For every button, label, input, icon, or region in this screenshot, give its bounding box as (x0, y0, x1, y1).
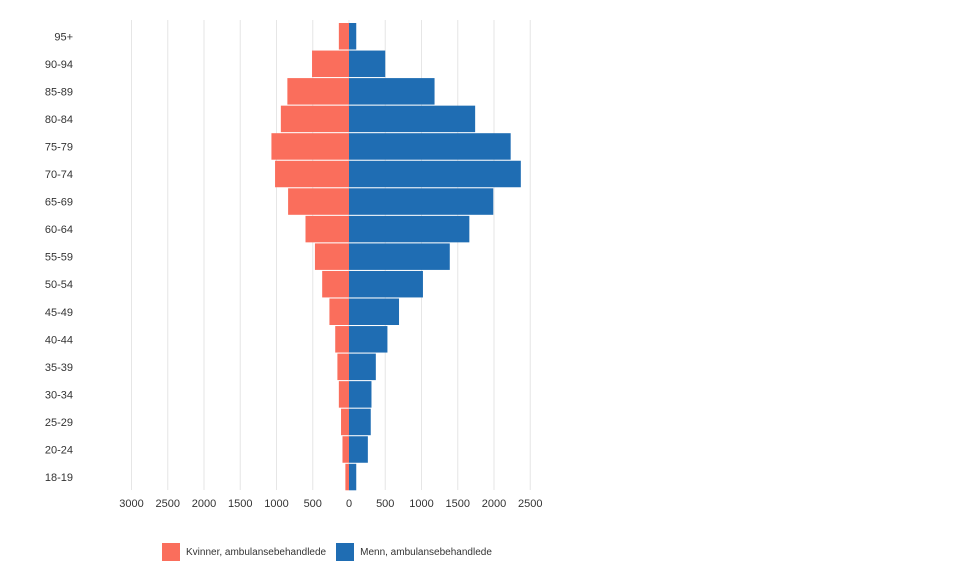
category-label: 20-24 (45, 445, 73, 457)
bar-women[interactable] (335, 326, 349, 353)
category-label: 65-69 (45, 197, 73, 209)
x-tick-label: 2000 (482, 498, 506, 510)
bar-men[interactable] (349, 23, 357, 50)
legend-item-men[interactable]: Menn, ambulansebehandlede (336, 543, 492, 561)
category-label: 80-84 (45, 114, 73, 126)
bar-men[interactable] (349, 381, 372, 408)
category-label: 55-59 (45, 252, 73, 264)
category-label: 18-19 (45, 472, 73, 484)
x-tick-label: 500 (376, 498, 394, 510)
category-label: 45-49 (45, 307, 73, 319)
bar-women[interactable] (341, 408, 349, 436)
x-tick-label: 2000 (192, 498, 216, 510)
legend-item-women[interactable]: Kvinner, ambulansebehandlede (162, 543, 326, 561)
bar-men[interactable] (349, 436, 368, 463)
category-label: 75-79 (45, 141, 73, 153)
bar-women[interactable] (275, 160, 349, 188)
category-label: 60-64 (45, 224, 73, 236)
bar-women[interactable] (345, 463, 349, 491)
bar-women[interactable] (280, 105, 349, 133)
legend: Kvinner, ambulansebehandlede Menn, ambul… (162, 543, 492, 561)
x-tick-label: 2500 (156, 498, 180, 510)
bar-men[interactable] (349, 78, 435, 105)
bar-women[interactable] (337, 353, 349, 381)
bar-women[interactable] (288, 188, 349, 215)
category-label: 95+ (54, 31, 73, 43)
bar-women[interactable] (305, 215, 350, 243)
bar-women[interactable] (342, 436, 349, 463)
bar-women[interactable] (287, 78, 349, 105)
bar-women[interactable] (329, 298, 349, 326)
category-label: 30-34 (45, 389, 73, 401)
bar-men[interactable] (349, 133, 511, 160)
bar-men[interactable] (349, 215, 470, 243)
category-label: 85-89 (45, 86, 73, 98)
category-label: 40-44 (45, 334, 73, 346)
category-label: 70-74 (45, 169, 73, 181)
x-tick-label: 1500 (446, 498, 470, 510)
category-label: 50-54 (45, 279, 73, 291)
bar-men[interactable] (349, 326, 388, 353)
x-tick-labels: 3000 2500 2000 1500 1000 500 0 500 1000 1500 2000 2… (119, 498, 542, 510)
category-label: 25-29 (45, 417, 73, 429)
bar-men[interactable] (349, 270, 423, 298)
category-label: 90-94 (45, 59, 73, 71)
bar-men[interactable] (349, 298, 400, 326)
bar-men[interactable] (349, 463, 357, 491)
bar-men[interactable] (349, 353, 376, 381)
bar-women[interactable] (338, 381, 349, 408)
legend-label-men: Menn, ambulansebehandlede (360, 546, 492, 558)
x-tick-label: 2500 (518, 498, 542, 510)
bar-women[interactable] (314, 243, 349, 270)
bar-men[interactable] (349, 243, 450, 270)
bar-men[interactable] (349, 160, 521, 188)
x-tick-label: 1000 (264, 498, 288, 510)
bar-men[interactable] (349, 105, 476, 133)
category-labels: 95+ 90-94 85-89 80-84 75-79 70-74 65-69 60-64 55… (45, 31, 73, 484)
bar-women[interactable] (322, 270, 349, 298)
x-tick-label: 500 (304, 498, 322, 510)
bar-women[interactable] (338, 23, 349, 50)
x-tick-label: 1000 (409, 498, 433, 510)
legend-swatch-women (162, 543, 180, 561)
x-tick-label: 0 (346, 498, 352, 510)
x-tick-label: 1500 (228, 498, 252, 510)
bar-women[interactable] (312, 50, 349, 78)
x-tick-label: 3000 (119, 498, 143, 510)
legend-swatch-men (336, 543, 355, 561)
bar-men[interactable] (349, 50, 386, 78)
legend-label-women: Kvinner, ambulansebehandlede (186, 546, 327, 558)
category-label: 35-39 (45, 362, 73, 374)
bar-men[interactable] (349, 188, 494, 215)
bars (271, 23, 521, 491)
bar-women[interactable] (271, 133, 349, 160)
bar-men[interactable] (349, 408, 371, 436)
